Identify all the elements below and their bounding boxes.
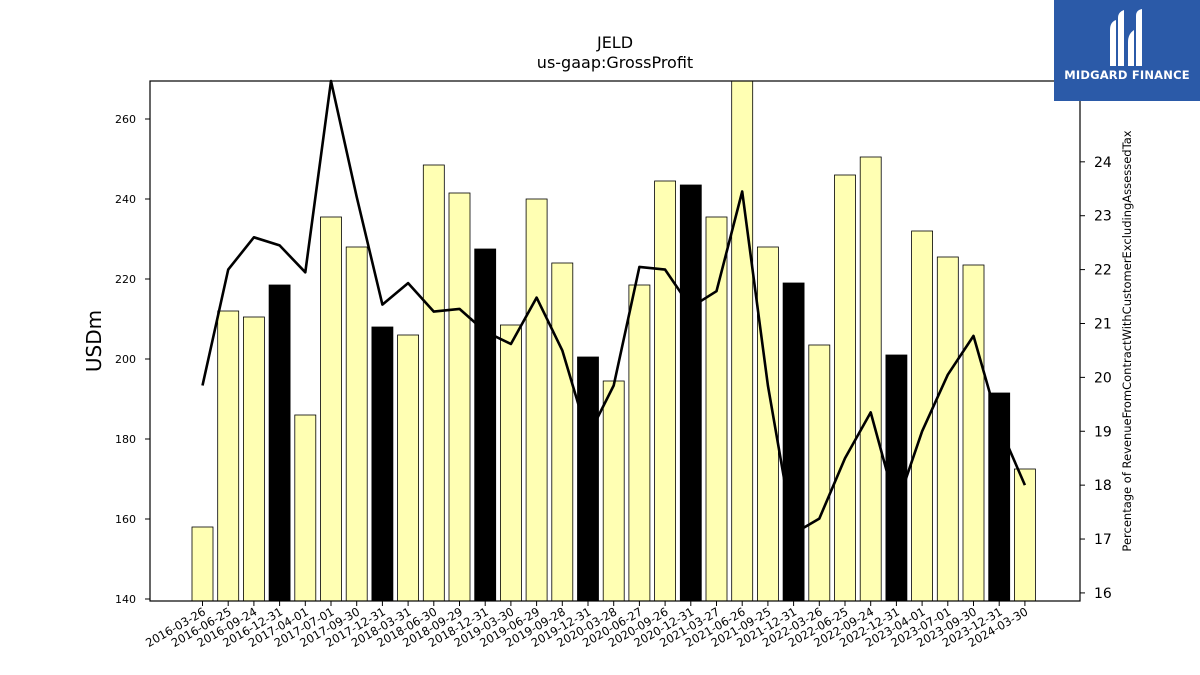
bar-2023-07-01	[936, 256, 959, 602]
y2-tick-label: 19	[1094, 424, 1112, 440]
plot-frame	[149, 80, 1081, 602]
bar-2020-06-27	[628, 284, 651, 602]
y2-tick-label: 17	[1094, 532, 1112, 548]
bar-series	[191, 80, 1036, 602]
bar-2024-03-30	[1014, 468, 1036, 602]
bar-2019-06-29	[525, 198, 548, 602]
y2-tick-label: 18	[1094, 478, 1112, 494]
bar-2017-04-01	[294, 414, 317, 602]
bar-2020-12-31	[679, 184, 702, 602]
y2-tick-label: 16	[1094, 586, 1112, 602]
line-path	[201, 79, 1027, 535]
bar-2019-03-30	[499, 324, 522, 602]
bar-2018-03-31	[397, 334, 420, 602]
bar-2021-12-31	[782, 282, 805, 602]
bar-2016-06-25	[217, 310, 240, 602]
bar-2022-06-25	[834, 174, 856, 602]
y-tick-label: 260	[115, 113, 136, 126]
brand-logo: MIDGARD FINANCE	[1054, 0, 1200, 101]
bar-2018-06-30	[422, 164, 445, 602]
bar-2017-09-30	[345, 246, 368, 602]
logo-text: MIDGARD FINANCE	[1064, 68, 1190, 82]
y2-axis-label: Percentage of RevenueFromContractWithCus…	[1120, 130, 1134, 551]
y-tick-label: 160	[115, 513, 136, 526]
bar-2019-12-31	[577, 356, 599, 602]
bar-2017-07-01	[320, 216, 342, 602]
y-axis-label: USDm	[82, 310, 106, 372]
y-tick-label: 220	[115, 273, 136, 286]
bar-2016-09-24	[242, 316, 265, 602]
x-axis: 2016-03-262016-06-252016-09-242016-12-31…	[143, 601, 1030, 650]
y2-tick-label: 23	[1094, 209, 1112, 225]
bar-2018-09-29	[448, 192, 471, 602]
y2-tick-label: 21	[1094, 316, 1112, 332]
y2-tick-label: 20	[1094, 370, 1112, 386]
bar-2018-12-31	[474, 248, 497, 602]
bar-2022-03-26	[808, 344, 831, 602]
y2-axis: 16 17 18 19 20 21 22 23 24	[1080, 155, 1112, 602]
y-tick-label: 140	[115, 593, 136, 606]
y-tick-label: 200	[115, 353, 136, 366]
y-axis: 140 160 180 200 220 240 260	[115, 113, 150, 606]
bar-2016-12-31	[268, 284, 291, 602]
y-tick-label: 180	[115, 433, 136, 446]
bar-2021-03-27	[705, 216, 728, 602]
y-tick-label: 240	[115, 193, 136, 206]
line-series	[201, 79, 1027, 535]
bar-2017-12-31	[371, 326, 394, 602]
bar-2023-09-30	[962, 264, 985, 602]
bar-2020-03-28	[602, 380, 625, 602]
bar-2020-09-26	[654, 180, 676, 602]
chart-subtitle: us-gaap:GrossProfit	[537, 53, 693, 72]
bar-2016-03-26	[191, 526, 214, 602]
chart-title: JELD	[596, 33, 633, 52]
logo-mark-icon	[1110, 9, 1142, 66]
bar-2019-09-28	[551, 262, 574, 602]
bar-2021-06-26	[731, 80, 754, 602]
y2-tick-label: 22	[1094, 263, 1112, 279]
bar-2022-09-24	[859, 156, 882, 602]
y2-tick-label: 24	[1094, 155, 1112, 171]
